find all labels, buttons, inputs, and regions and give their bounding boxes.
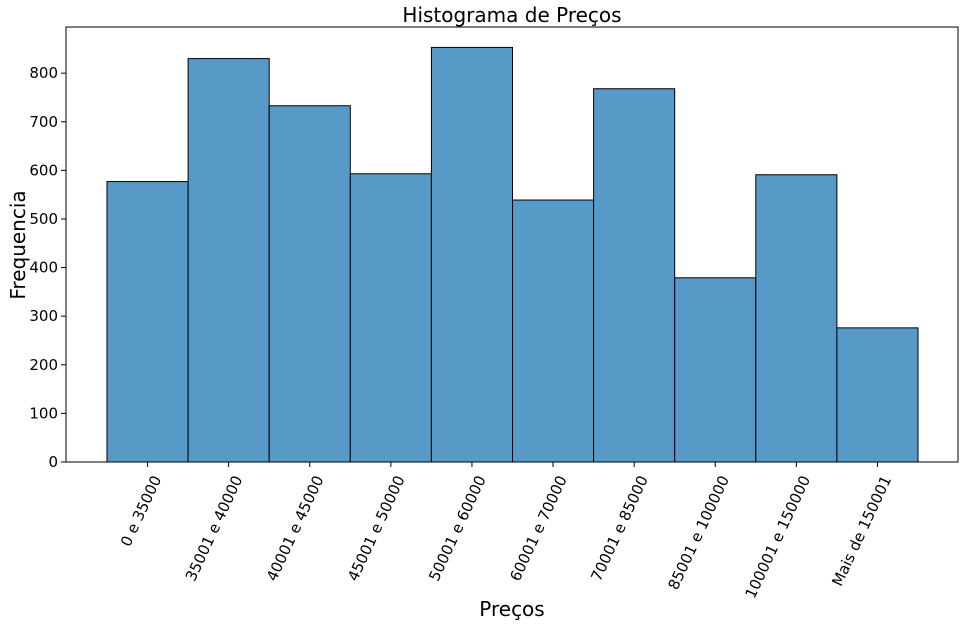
x-tick-label-8: 100001 e 150000 bbox=[741, 473, 814, 601]
bar-2 bbox=[268, 105, 351, 463]
x-tick-label-4: 50001 e 60000 bbox=[425, 473, 490, 584]
y-axis-label: Frequencia bbox=[6, 190, 30, 299]
x-tick-label-5: 60001 e 70000 bbox=[506, 473, 571, 584]
x-tick-label-0: 0 e 35000 bbox=[117, 473, 165, 550]
x-tick-label-6: 70001 e 85000 bbox=[587, 473, 652, 584]
x-tick-label-1: 35001 e 40000 bbox=[182, 473, 247, 584]
y-tick-label-4: 400 bbox=[29, 259, 58, 277]
bar-1 bbox=[187, 58, 270, 463]
y-tick-label-0: 0 bbox=[48, 453, 58, 471]
x-tick-label-9: Mais de 150001 bbox=[828, 473, 895, 589]
bar-3 bbox=[349, 173, 432, 463]
x-tick-label-7: 85001 e 100000 bbox=[664, 473, 733, 593]
y-tick-label-2: 200 bbox=[29, 356, 58, 374]
x-tick-label-3: 45001 e 50000 bbox=[344, 473, 409, 584]
bar-0 bbox=[106, 181, 189, 463]
plot-frame bbox=[65, 26, 959, 463]
bars-group bbox=[106, 46, 919, 463]
bar-8 bbox=[755, 174, 838, 463]
x-axis: 0 e 35000 35001 e 40000 40001 e 45000 45001… bbox=[117, 462, 895, 601]
y-axis: 0 100 200 300 400 500 600 700 800 bbox=[29, 64, 66, 471]
y-tick-label-3: 300 bbox=[29, 307, 58, 325]
bar-4 bbox=[430, 46, 513, 463]
x-axis-label: Preços bbox=[479, 597, 544, 621]
bar-5 bbox=[512, 199, 595, 463]
y-tick-label-1: 100 bbox=[29, 404, 58, 422]
chart-title: Histograma de Preços bbox=[402, 3, 621, 27]
y-tick-label-8: 800 bbox=[29, 64, 58, 82]
bar-6 bbox=[593, 88, 676, 463]
bar-7 bbox=[674, 277, 757, 463]
bar-9 bbox=[836, 327, 919, 463]
y-tick-label-7: 700 bbox=[29, 113, 58, 131]
y-tick-label-6: 600 bbox=[29, 161, 58, 179]
x-tick-label-2: 40001 e 45000 bbox=[263, 473, 328, 584]
y-tick-label-5: 500 bbox=[29, 210, 58, 228]
